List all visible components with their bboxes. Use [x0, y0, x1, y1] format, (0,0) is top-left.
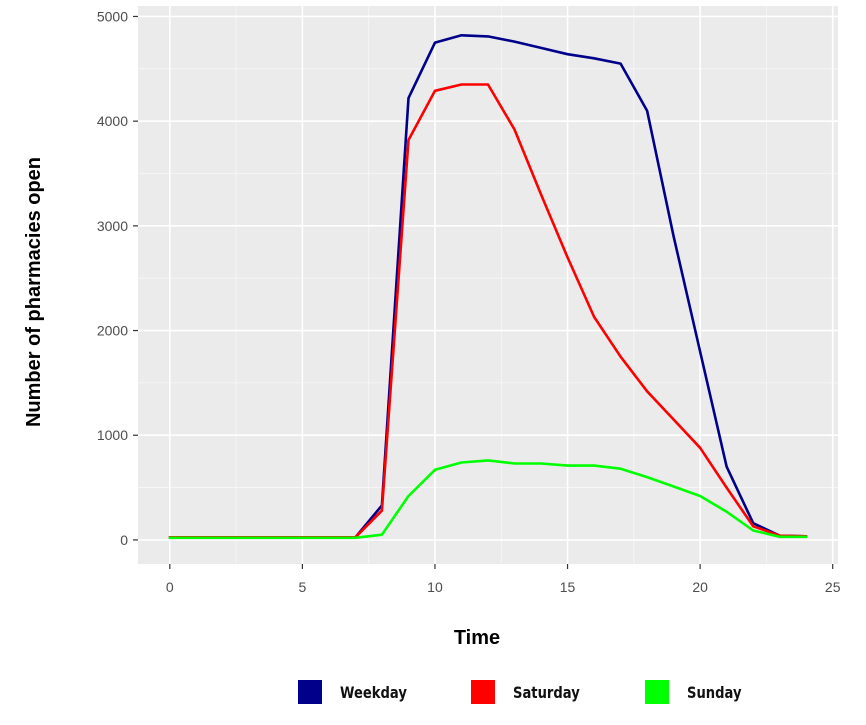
y-tick-label: 5000 [97, 8, 128, 24]
legend-item-sunday: Sunday [645, 680, 754, 704]
x-tick-label: 5 [298, 579, 306, 595]
legend-label-weekday: Weekday [340, 682, 407, 702]
legend-swatch-saturday [471, 680, 495, 704]
y-axis-ticks: 0 1000 2000 3000 4000 5000 [97, 8, 138, 548]
series-lines [168, 33, 808, 540]
y-tick-label: 0 [120, 532, 128, 548]
legend-swatch-weekday [298, 680, 322, 704]
legend-label-saturday: Saturday [513, 682, 580, 702]
legend-label-sunday: Sunday [687, 682, 742, 702]
major-gridlines [138, 6, 838, 564]
y-tick-label: 1000 [97, 427, 128, 443]
plot-panel [138, 6, 838, 564]
x-tick-label: 10 [427, 579, 443, 595]
legend-item-weekday: Weekday [298, 680, 422, 704]
x-tick-label: 25 [825, 579, 841, 595]
y-tick-label: 2000 [97, 323, 128, 339]
x-tick-label: 0 [166, 579, 174, 595]
minor-gridlines [138, 6, 838, 564]
legend-swatch-sunday [645, 680, 669, 704]
x-tick-label: 20 [692, 579, 708, 595]
legend-item-saturday: Saturday [471, 680, 594, 704]
y-tick-label: 3000 [97, 218, 128, 234]
x-axis-ticks: 0 5 10 15 20 25 [166, 564, 841, 595]
y-axis-title: Number of pharmacies open [23, 157, 45, 427]
legend: Weekday Saturday Sunday [0, 672, 866, 712]
line-chart: 0 5 10 15 20 25 0 1000 2000 3000 4000 5000 Time Nu… [23, 6, 841, 649]
x-axis-title: Time [454, 627, 500, 649]
y-tick-label: 4000 [97, 113, 128, 129]
series-line-sunday [168, 459, 808, 540]
x-tick-label: 15 [560, 579, 576, 595]
